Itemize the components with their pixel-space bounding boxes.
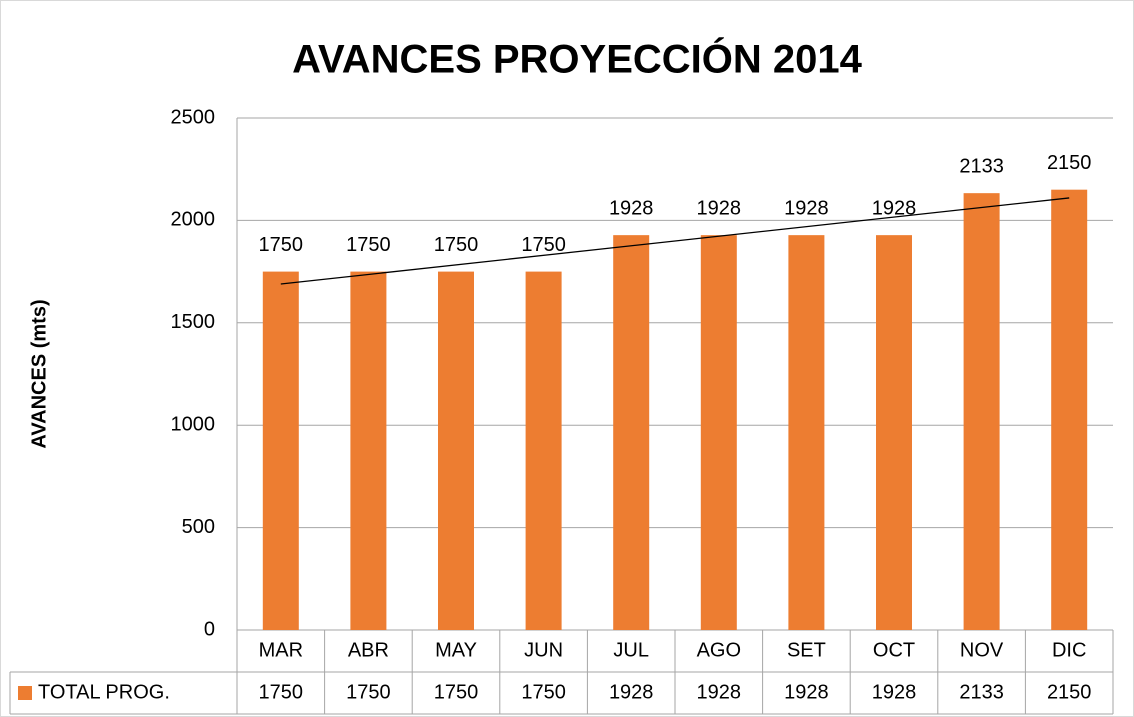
data-label: 1750 — [521, 234, 566, 256]
table-value: 1750 — [434, 681, 479, 703]
chart-title: AVANCES PROYECCIÓN 2014 — [292, 36, 863, 82]
x-tick-label: JUL — [613, 639, 649, 661]
data-label: 1928 — [609, 197, 654, 219]
bar — [700, 235, 737, 630]
data-label: 2133 — [959, 155, 1004, 177]
table-value: 2133 — [959, 681, 1004, 703]
data-label: 1928 — [872, 197, 917, 219]
x-tick-label: OCT — [873, 639, 915, 661]
y-tick-label: 2000 — [171, 209, 216, 231]
bar — [876, 235, 912, 630]
legend-label: TOTAL PROG. — [38, 681, 170, 703]
x-tick-label: MAR — [259, 639, 303, 661]
x-tick-label: DIC — [1052, 639, 1086, 661]
table-value: 1928 — [872, 681, 917, 703]
table-value: 1750 — [259, 681, 304, 703]
table-value: 1928 — [609, 681, 654, 703]
data-label: 1928 — [784, 197, 829, 219]
y-tick-label: 1000 — [171, 413, 216, 435]
x-tick-label: JUN — [524, 639, 563, 661]
table-value: 1928 — [697, 681, 742, 703]
data-label: 1750 — [346, 234, 391, 256]
x-tick-label: MAY — [435, 639, 477, 661]
y-tick-label: 2500 — [171, 106, 216, 128]
y-tick-label: 500 — [182, 516, 215, 538]
data-label: 2150 — [1047, 152, 1092, 174]
y-axis-label: AVANCES (mts) — [28, 299, 50, 448]
x-tick-label: SET — [787, 639, 826, 661]
bar — [963, 193, 1000, 630]
data-label: 1750 — [259, 234, 304, 256]
table-value: 1750 — [346, 681, 391, 703]
bar — [262, 271, 299, 630]
y-tick-label: 1500 — [171, 311, 216, 333]
bar — [438, 271, 474, 630]
bar — [788, 235, 825, 630]
data-label: 1928 — [697, 197, 742, 219]
x-tick-label: NOV — [960, 639, 1004, 661]
x-tick-label: ABR — [348, 639, 389, 661]
bar — [613, 235, 650, 630]
bar — [525, 271, 562, 630]
x-tick-label: AGO — [697, 639, 741, 661]
table-value: 1928 — [784, 681, 829, 703]
table-value: 2150 — [1047, 681, 1092, 703]
bar — [350, 271, 387, 630]
trendline — [280, 197, 1070, 285]
y-tick-label: 0 — [204, 618, 215, 640]
data-label: 1750 — [434, 234, 479, 256]
legend-swatch — [18, 686, 32, 700]
bar — [1051, 189, 1088, 630]
table-value: 1750 — [521, 681, 566, 703]
